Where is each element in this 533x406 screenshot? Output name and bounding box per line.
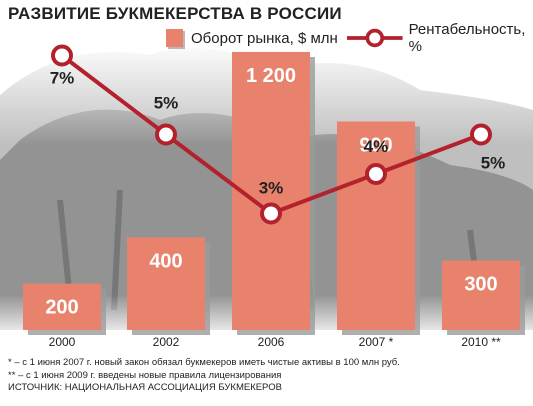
legend-swatch-bar <box>166 29 183 47</box>
bar-value-label: 1 200 <box>246 65 296 87</box>
footnotes: * – с 1 июня 2007 г. новый закон обязал … <box>8 357 400 395</box>
bar <box>127 237 205 330</box>
profitability-point <box>51 44 73 67</box>
source-note: ИСТОЧНИК: НАЦИОНАЛЬНАЯ АССОЦИАЦИЯ БУКМЕК… <box>8 382 282 393</box>
profitability-point <box>155 123 177 146</box>
footnote-1: * – с 1 июня 2007 г. новый закон обязал … <box>8 357 400 368</box>
profitability-point <box>470 123 492 146</box>
bar <box>232 51 310 331</box>
bar <box>442 260 520 330</box>
profitability-point <box>260 202 282 225</box>
legend-label-profitability: Рентабельность, % <box>408 21 526 55</box>
x-tick-label: 2010 ** <box>461 335 501 349</box>
x-tick-label: 2007 * <box>359 335 394 349</box>
profitability-point <box>365 163 387 185</box>
legend-item-turnover: Оборот рынка, $ млн <box>166 27 338 49</box>
legend-label-turnover: Оборот рынка, $ млн <box>191 29 338 47</box>
legend-swatch-line <box>347 28 403 48</box>
x-tick-label: 2006 <box>258 335 285 349</box>
footnote-2: ** – с 1 июня 2009 г. введены новые прав… <box>8 369 282 381</box>
bar <box>23 283 101 330</box>
profitability-label: 3% <box>259 179 284 198</box>
x-tick-label: 2000 <box>49 335 76 349</box>
bar <box>337 121 415 330</box>
bar-value-label: 900 <box>359 134 392 156</box>
profitability-label: 4% <box>364 137 389 156</box>
profitability-label: 5% <box>481 154 506 173</box>
bar-value-label: 200 <box>45 297 78 319</box>
profitability-label: 7% <box>50 69 75 88</box>
bar-value-label: 300 <box>464 273 497 295</box>
legend-item-profitability: Рентабельность, % <box>347 21 533 55</box>
chart-title: РАЗВИТИЕ БУКМЕКЕРСТВА В РОССИИ <box>8 4 342 23</box>
bar-value-label: 400 <box>149 250 182 272</box>
profitability-label: 5% <box>154 94 179 113</box>
x-tick-label: 2002 <box>153 335 180 349</box>
